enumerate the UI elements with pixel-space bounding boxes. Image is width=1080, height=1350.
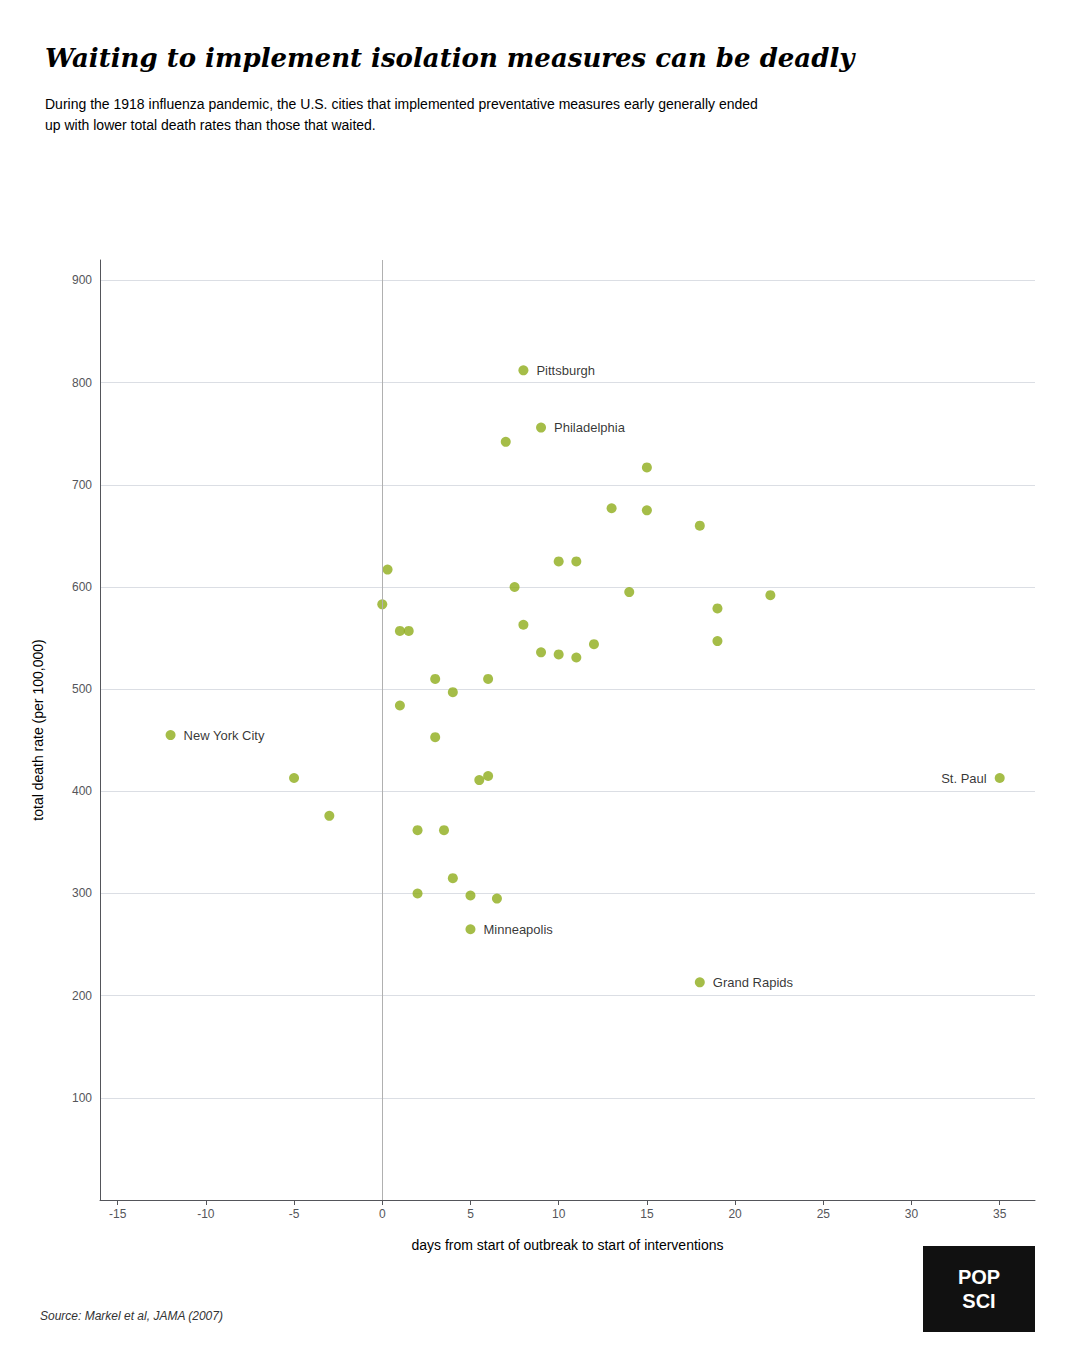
svg-text:20: 20 bbox=[728, 1207, 742, 1221]
svg-text:-15: -15 bbox=[109, 1207, 127, 1221]
svg-text:400: 400 bbox=[72, 784, 92, 798]
svg-text:900: 900 bbox=[72, 273, 92, 287]
svg-text:New York City: New York City bbox=[184, 728, 265, 743]
svg-text:-10: -10 bbox=[197, 1207, 215, 1221]
svg-text:During the 1918 influenza pand: During the 1918 influenza pandemic, the … bbox=[45, 96, 758, 112]
svg-text:800: 800 bbox=[72, 376, 92, 390]
svg-text:Grand Rapids: Grand Rapids bbox=[713, 975, 794, 990]
svg-text:700: 700 bbox=[72, 478, 92, 492]
svg-text:100: 100 bbox=[72, 1091, 92, 1105]
svg-text:300: 300 bbox=[72, 886, 92, 900]
svg-text:10: 10 bbox=[552, 1207, 566, 1221]
svg-text:Minneapolis: Minneapolis bbox=[483, 922, 553, 937]
svg-text:25: 25 bbox=[817, 1207, 831, 1221]
svg-text:500: 500 bbox=[72, 682, 92, 696]
svg-text:total death rate (per 100,000): total death rate (per 100,000) bbox=[30, 639, 46, 820]
svg-text:30: 30 bbox=[905, 1207, 919, 1221]
svg-text:0: 0 bbox=[379, 1207, 386, 1221]
svg-text:Philadelphia: Philadelphia bbox=[554, 420, 626, 435]
svg-text:days from start of outbreak to: days from start of outbreak to start of … bbox=[411, 1237, 723, 1253]
svg-text:POP: POP bbox=[958, 1266, 1000, 1288]
svg-text:Waiting to implement isolation: Waiting to implement isolation measures … bbox=[45, 43, 856, 73]
svg-text:200: 200 bbox=[72, 989, 92, 1003]
svg-text:Pittsburgh: Pittsburgh bbox=[536, 363, 595, 378]
svg-text:5: 5 bbox=[467, 1207, 474, 1221]
svg-text:Source: Markel et al, JAMA (20: Source: Markel et al, JAMA (2007) bbox=[40, 1309, 223, 1323]
svg-text:St. Paul: St. Paul bbox=[941, 771, 987, 786]
svg-text:600: 600 bbox=[72, 580, 92, 594]
svg-text:15: 15 bbox=[640, 1207, 654, 1221]
svg-text:SCI: SCI bbox=[962, 1290, 995, 1312]
svg-text:up with lower total death rate: up with lower total death rates than tho… bbox=[45, 117, 376, 133]
svg-text:-5: -5 bbox=[289, 1207, 300, 1221]
svg-text:35: 35 bbox=[993, 1207, 1007, 1221]
